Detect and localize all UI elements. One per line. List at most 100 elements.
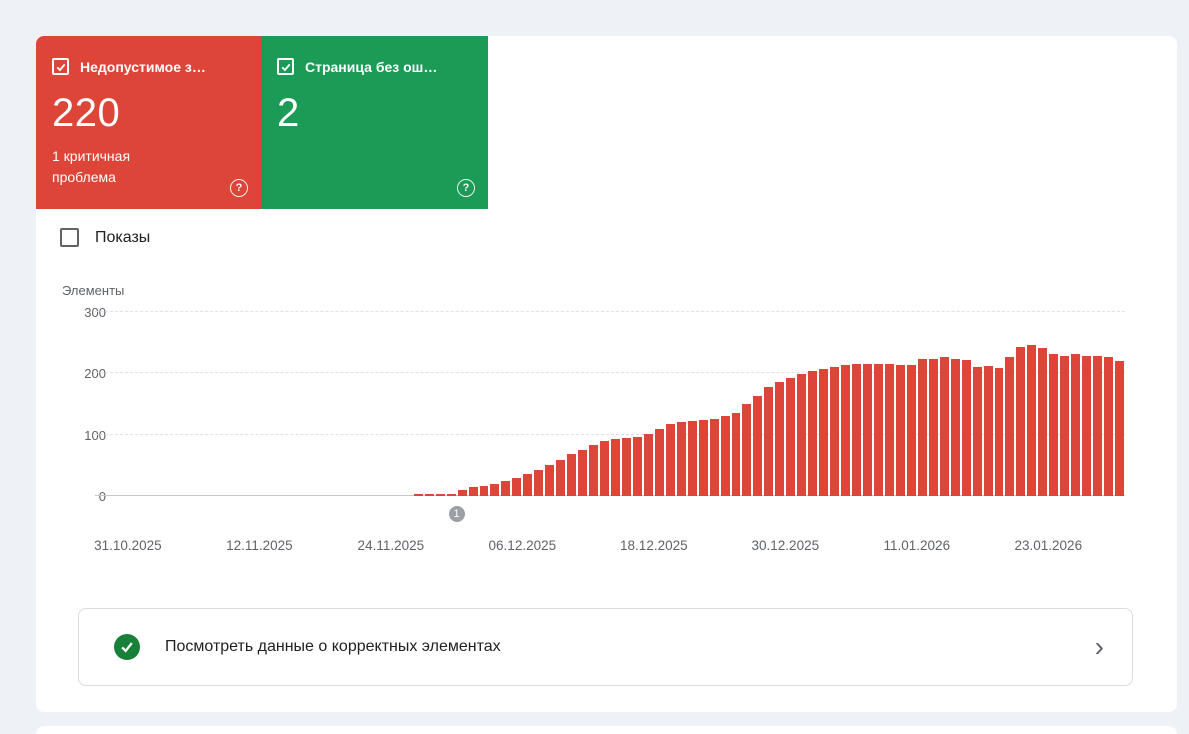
y-axis-tick-label: 300	[84, 305, 106, 320]
chart-bar[interactable]	[600, 440, 609, 496]
chart-bar[interactable]	[567, 454, 577, 496]
chart-bar[interactable]	[611, 438, 620, 496]
chart-bar[interactable]	[1071, 354, 1081, 496]
check-icon	[121, 642, 133, 653]
chart-bar[interactable]	[1093, 356, 1103, 496]
check-icon	[281, 63, 290, 71]
chart-bar[interactable]	[468, 487, 478, 496]
summary-card-valid[interactable]: Страница без ош… 2 ?	[261, 36, 488, 209]
chart-bar[interactable]	[446, 494, 456, 496]
chart-bar[interactable]	[884, 364, 894, 496]
y-axis-tick-label: 100	[84, 427, 106, 443]
chevron-right-icon: ›	[1094, 631, 1104, 662]
chart-bar[interactable]	[863, 364, 872, 496]
chart-bar[interactable]	[490, 483, 500, 496]
chart-bar[interactable]	[753, 396, 763, 496]
chart-bar[interactable]	[435, 494, 445, 496]
chart-bar[interactable]	[775, 381, 785, 496]
checkbox-unchecked-icon[interactable]	[60, 228, 79, 247]
chart-bar[interactable]	[501, 480, 511, 496]
x-axis-tick-label: 30.12.2025	[751, 538, 820, 553]
summary-card-errors-header: Недопустимое з…	[52, 58, 245, 75]
chart-bar[interactable]	[479, 485, 489, 496]
chart-bar[interactable]	[808, 370, 818, 496]
chart-bar[interactable]	[709, 418, 719, 496]
x-axis-tick-label: 06.12.2025	[488, 538, 557, 553]
gridline	[95, 311, 1125, 312]
valid-check-circle-icon	[114, 634, 140, 660]
chart-bar[interactable]	[512, 477, 522, 496]
chart-bar[interactable]	[961, 359, 971, 496]
summary-card-errors[interactable]: Недопустимое з… 220 1 критичная проблема…	[36, 36, 261, 209]
chart-bar[interactable]	[983, 365, 993, 496]
chart-bar[interactable]	[895, 364, 905, 496]
chart-bar[interactable]	[1016, 346, 1026, 496]
view-valid-items-button[interactable]: Посмотреть данные о корректных элементах…	[78, 608, 1133, 686]
issue-annotation-marker[interactable]: 1	[446, 504, 467, 524]
chart-bar[interactable]	[654, 428, 664, 496]
chart-bar[interactable]	[1005, 357, 1015, 496]
chart-bar[interactable]	[1115, 361, 1124, 496]
chart-bar[interactable]	[950, 358, 960, 496]
x-axis-tick-label: 24.11.2025	[357, 538, 425, 553]
chart-bar[interactable]	[1060, 355, 1070, 496]
chart-bar[interactable]	[457, 489, 467, 496]
chart-bar[interactable]	[676, 422, 686, 496]
chart-bar[interactable]	[994, 368, 1004, 496]
view-valid-items-label: Посмотреть данные о корректных элементах	[165, 638, 501, 655]
chart-bar[interactable]	[1082, 355, 1092, 496]
chart-bar[interactable]	[1104, 356, 1114, 496]
chart-bar[interactable]	[972, 367, 982, 496]
chart-bar[interactable]	[928, 359, 938, 496]
check-icon	[56, 63, 65, 71]
chart-bar[interactable]	[698, 419, 708, 496]
chart-bar[interactable]	[819, 369, 829, 496]
chart-bar[interactable]	[939, 357, 949, 496]
chart-bar[interactable]	[917, 358, 927, 496]
x-axis-tick-label: 31.10.2025	[94, 538, 162, 553]
gridline	[95, 495, 1125, 496]
chart-bar[interactable]	[841, 365, 851, 496]
chart-bar[interactable]	[764, 387, 774, 496]
chart-bar[interactable]	[852, 364, 862, 496]
checkbox-checked-icon[interactable]	[52, 58, 69, 75]
chart-bar[interactable]	[1038, 348, 1048, 496]
x-axis-tick-label: 23.01.2026	[1014, 538, 1083, 553]
chart-bar[interactable]	[665, 424, 675, 496]
chart-bar[interactable]	[643, 434, 653, 496]
chart-bar[interactable]	[523, 473, 533, 496]
chart-bar[interactable]	[797, 373, 807, 496]
chart-bar[interactable]	[621, 437, 631, 496]
help-icon[interactable]: ?	[230, 179, 248, 197]
chart-bar[interactable]	[830, 366, 840, 496]
chart-bar[interactable]	[687, 421, 697, 496]
chart-bar[interactable]	[906, 365, 916, 496]
chart-bar[interactable]	[534, 470, 544, 496]
main-panel: Недопустимое з… 220 1 критичная проблема…	[36, 36, 1177, 712]
y-axis-labels: 0 100 200 300	[36, 305, 106, 504]
chart-bar[interactable]	[545, 465, 555, 496]
checkbox-checked-icon[interactable]	[277, 58, 294, 75]
chart-bar[interactable]	[413, 494, 423, 496]
chart-bar[interactable]	[786, 378, 796, 496]
help-icon[interactable]: ?	[457, 179, 475, 197]
chart-bar[interactable]	[873, 363, 883, 496]
chart-bar[interactable]	[632, 437, 642, 496]
chart-bar[interactable]	[578, 450, 588, 496]
chart-bar[interactable]	[1027, 345, 1037, 496]
chart-bar[interactable]	[424, 493, 434, 496]
chart-bar[interactable]	[720, 415, 730, 496]
x-axis-tick-label: 11.01.2026	[883, 538, 951, 553]
y-axis-tick-label: 0	[98, 489, 106, 504]
chart-bar[interactable]	[731, 412, 741, 496]
chart-bar[interactable]	[742, 404, 752, 496]
y-axis-tick-label: 200	[84, 366, 106, 382]
impressions-checkbox-row[interactable]: Показы	[60, 228, 150, 247]
chart-bar[interactable]	[589, 445, 599, 496]
chart-bar[interactable]	[556, 460, 566, 496]
summary-card-valid-label: Страница без ош…	[305, 58, 438, 75]
summary-card-errors-label: Недопустимое з…	[80, 58, 206, 75]
summary-card-errors-subtext: 1 критичная проблема	[52, 148, 131, 185]
chart-bar[interactable]	[1049, 354, 1059, 496]
summary-card-valid-header: Страница без ош…	[277, 58, 472, 75]
